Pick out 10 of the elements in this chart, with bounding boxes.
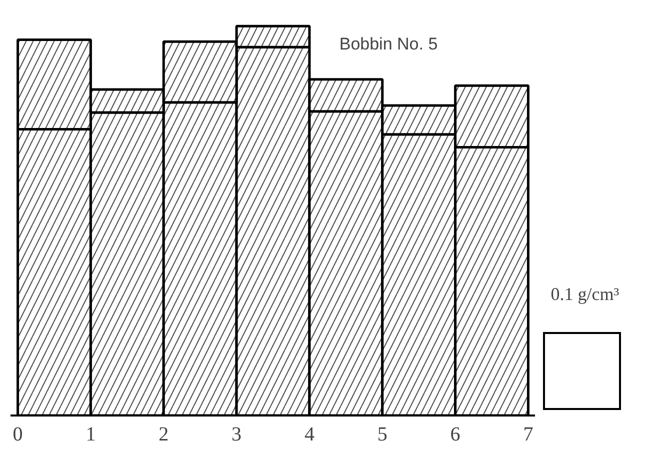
- text: Bobbin No. 5: [339, 34, 438, 54]
- x-tick-label: 0: [12, 424, 23, 446]
- x-tick-label: 2: [158, 424, 169, 446]
- x-tick-label: 1: [86, 424, 96, 446]
- x-tick-label: 5: [377, 424, 388, 446]
- x-tick-label: 4: [304, 424, 314, 446]
- x-tick-label: 7: [523, 424, 534, 446]
- x-tick-label: 6: [450, 424, 460, 446]
- text: 0.1 g/cm³: [550, 283, 620, 306]
- x-tick-label: 3: [232, 424, 242, 446]
